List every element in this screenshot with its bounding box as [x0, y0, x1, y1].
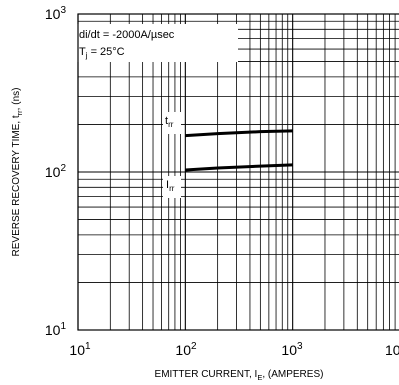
x-axis-title: EMITTER CURRENT, IE, (AMPERES) [155, 369, 324, 382]
y-axis-title: REVERSE RECOVERY TIME, trr, (ns) [11, 88, 24, 257]
x-tick-label-10: 101 [69, 341, 91, 358]
y-tick-label-100: 102 [45, 163, 67, 180]
annotation-background [74, 24, 238, 62]
annotation-temperature: Tj = 25°C [79, 46, 125, 60]
plot-frame [77, 13, 399, 331]
series-line-trr [185, 129, 293, 138]
x-tick-label-100: 102 [175, 341, 197, 358]
series-label-irr: Irr [166, 179, 175, 193]
irr-label-background [163, 176, 181, 198]
series-layer [185, 129, 293, 172]
y-tick-label-10: 101 [45, 321, 67, 338]
y-tick-label-1000: 103 [45, 5, 67, 22]
series-line-irr [185, 163, 293, 172]
x-tick-label-10000: 104 [385, 341, 399, 358]
x-tick-label-1000: 103 [281, 341, 303, 358]
annotation-didt: di/dt = -2000A/µsec [79, 29, 175, 41]
series-label-trr: trr [165, 115, 174, 129]
trr-label-background [163, 112, 181, 134]
